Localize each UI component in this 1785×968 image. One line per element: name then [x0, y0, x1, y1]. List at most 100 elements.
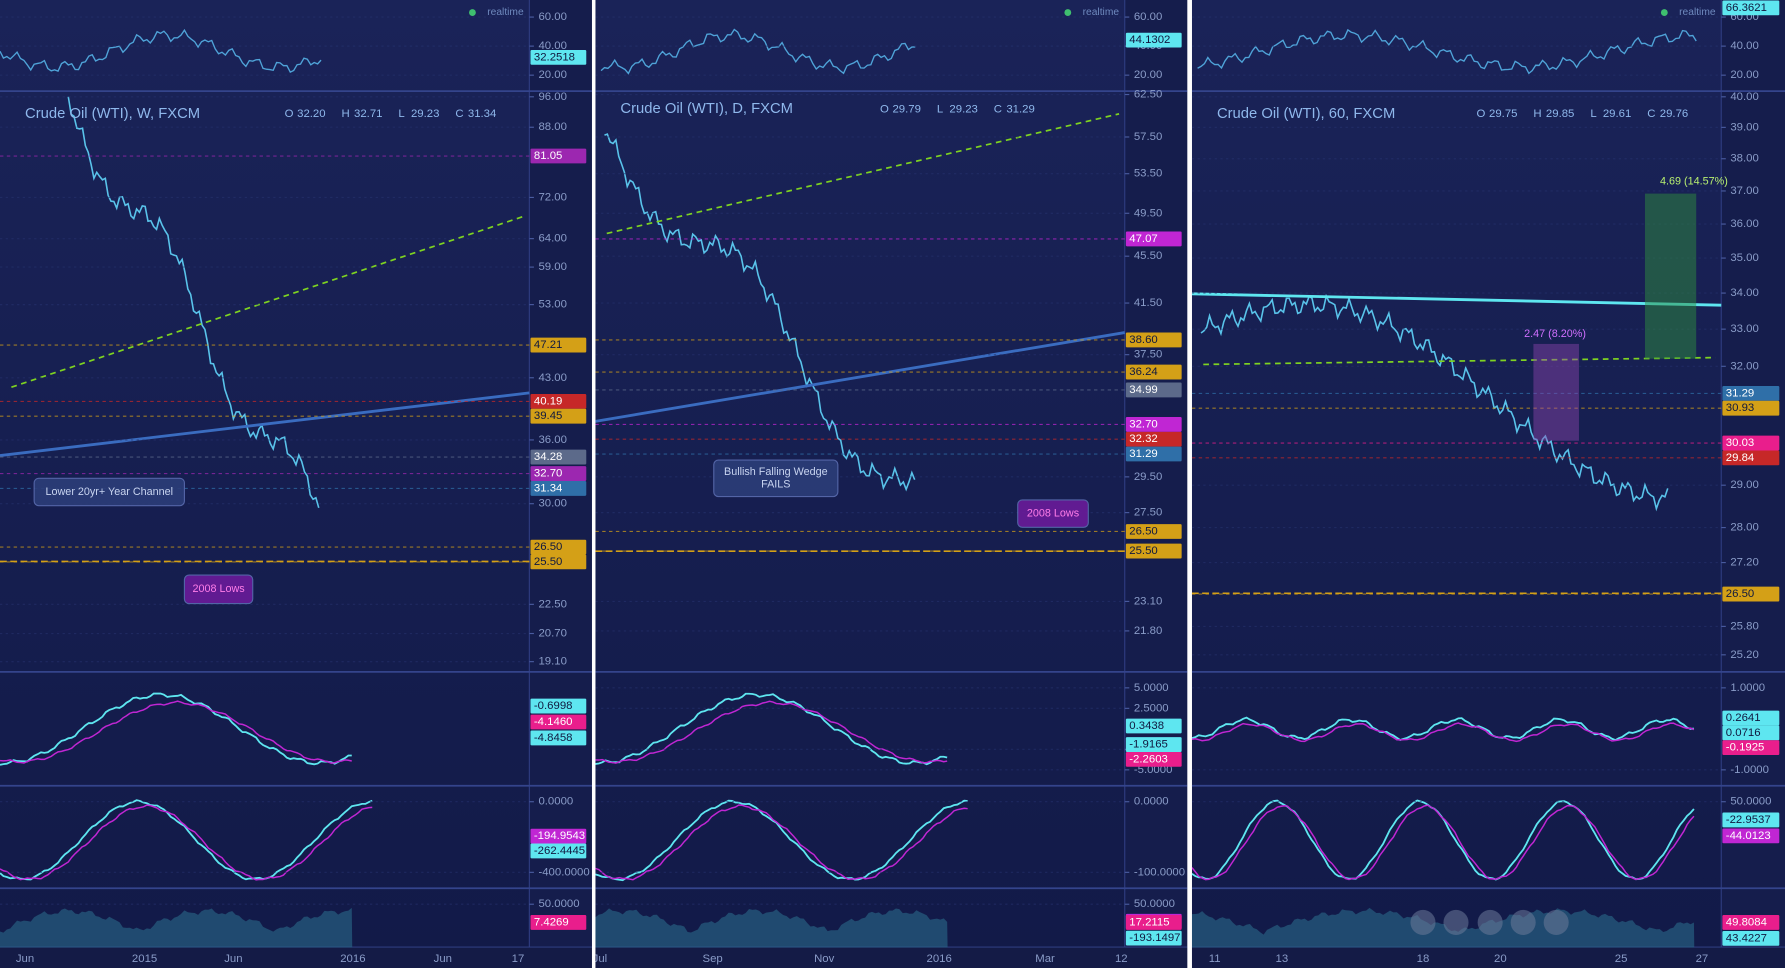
price-tag-label: 0.0716: [1726, 727, 1761, 739]
time-label: 18: [1417, 953, 1430, 965]
price-tag-label: -44.0123: [1726, 830, 1771, 842]
rsi-line: [1197, 28, 1697, 75]
price-tag-label: -262.4445: [534, 845, 585, 857]
ohlc-value: 29.75: [1489, 108, 1517, 120]
rsi-line: [0, 28, 322, 73]
price-tag-label: 49.8084: [1726, 916, 1767, 928]
symbol-title: Crude Oil (WTI), D, FXCM: [620, 101, 793, 117]
price-tag: [530, 481, 587, 496]
status-dot: [1064, 9, 1072, 16]
macd-line: [0, 692, 352, 766]
axis-bg: [1721, 0, 1785, 968]
macd-signal: [1191, 722, 1695, 743]
price-tag: [1125, 431, 1182, 447]
price-tag: [1722, 930, 1780, 946]
volume-area: [0, 907, 353, 948]
ohlc-value: 32.71: [354, 108, 382, 120]
price-tag: [1125, 737, 1182, 752]
axis-label: 64.00: [538, 233, 566, 245]
axis-label: 45.50: [1134, 250, 1162, 262]
ohlc-key: H: [342, 108, 350, 120]
price-tag-label: 47.07: [1129, 233, 1157, 245]
price-tag-label: -1.9165: [1129, 739, 1168, 751]
price-tag: [1722, 828, 1780, 844]
status-label: realtime: [1679, 7, 1716, 18]
zoom-button[interactable]: [1477, 909, 1503, 935]
status-label: realtime: [1083, 7, 1120, 18]
axis-label: -5.0000: [1134, 764, 1173, 776]
ohlc-key: C: [994, 103, 1002, 115]
price-tag-label: 66.3621: [1726, 2, 1767, 14]
ohlc-value: 29.23: [411, 108, 439, 120]
zoom-button[interactable]: [1410, 909, 1436, 935]
axis-label: 37.00: [1730, 185, 1758, 197]
status-label: realtime: [487, 7, 524, 18]
measure-box: [1533, 343, 1579, 441]
price-tag-label: 17.2115: [1129, 916, 1169, 928]
ohlc-key: C: [1647, 108, 1655, 120]
price-tag: [1125, 417, 1182, 432]
axis-label: 20.00: [1730, 69, 1758, 81]
price-tag: [530, 730, 587, 746]
price-tag-label: 25.50: [534, 556, 562, 568]
time-label: Jun: [224, 953, 242, 965]
zoom-button[interactable]: [1510, 909, 1536, 935]
axis-label: -100.0000: [1134, 866, 1185, 878]
price-tag: [1722, 586, 1780, 602]
price-tag-label: 26.50: [1129, 525, 1157, 537]
price-tag: [1722, 740, 1780, 756]
axis-label: 20.00: [538, 69, 566, 81]
measure-box: [1644, 193, 1697, 359]
time-label: 2016: [927, 953, 952, 965]
time-axis: [0, 947, 592, 968]
price-tag: [1125, 332, 1182, 348]
price-tag: [1125, 446, 1182, 462]
price-tag-label: 44.1302: [1129, 34, 1170, 46]
price-tag: [1722, 0, 1780, 16]
price-tag-label: -4.1460: [534, 716, 573, 728]
price-tag-label: 81.05: [534, 150, 562, 162]
price-tag-label: 7.4269: [534, 916, 569, 928]
price-tag: [1125, 930, 1182, 946]
axis-label: 25.80: [1730, 620, 1758, 632]
time-label: Jun: [16, 953, 34, 965]
axis-label: 50.0000: [538, 898, 579, 910]
time-label: Jun: [434, 953, 452, 965]
axis-label: 53.00: [538, 299, 566, 311]
axis-label: 20.00: [1134, 69, 1162, 81]
zoom-button[interactable]: [1443, 909, 1469, 935]
axis-label: 36.00: [538, 434, 566, 446]
price-tag: [530, 148, 587, 164]
trend-line: [11, 215, 524, 389]
ohlc-value: 29.76: [1660, 108, 1688, 120]
price-tag: [530, 408, 587, 424]
annotation-text: Bullish Falling Wedge: [724, 466, 828, 478]
panel-bg: [595, 0, 1188, 968]
annotation-text: 2008 Lows: [192, 583, 245, 595]
axis-label: 1.0000: [1730, 682, 1765, 694]
price-tag-label: 47.21: [534, 339, 562, 351]
zoom-button[interactable]: [1543, 909, 1569, 935]
time-label: 12: [1115, 953, 1128, 965]
time-label: Mar: [1035, 953, 1055, 965]
price-tag: [1125, 364, 1182, 380]
axis-label: 32.00: [1730, 360, 1758, 372]
symbol-title: Crude Oil (WTI), 60, FXCM: [1217, 106, 1395, 122]
ohlc-value: 29.23: [949, 103, 977, 115]
osc-line: [0, 799, 373, 881]
price-tag-label: 25.50: [1129, 545, 1157, 557]
price-tag: [530, 698, 587, 714]
price-tag: [1722, 812, 1780, 828]
axis-label: 35.00: [1730, 252, 1758, 264]
price-tag-label: -194.9543: [534, 830, 585, 842]
annotation-box: [1017, 499, 1089, 528]
time-label: Nov: [814, 953, 835, 965]
time-label: 2015: [132, 953, 157, 965]
price-tag: [1125, 382, 1182, 398]
time-label: 11: [1209, 953, 1221, 965]
trend-line: [1191, 292, 1722, 307]
price-tag-label: 26.50: [1726, 588, 1754, 600]
price-tag: [1722, 710, 1780, 726]
price-tag-label: -2.2603: [1129, 753, 1168, 765]
axis-label: 60.00: [1134, 11, 1162, 23]
